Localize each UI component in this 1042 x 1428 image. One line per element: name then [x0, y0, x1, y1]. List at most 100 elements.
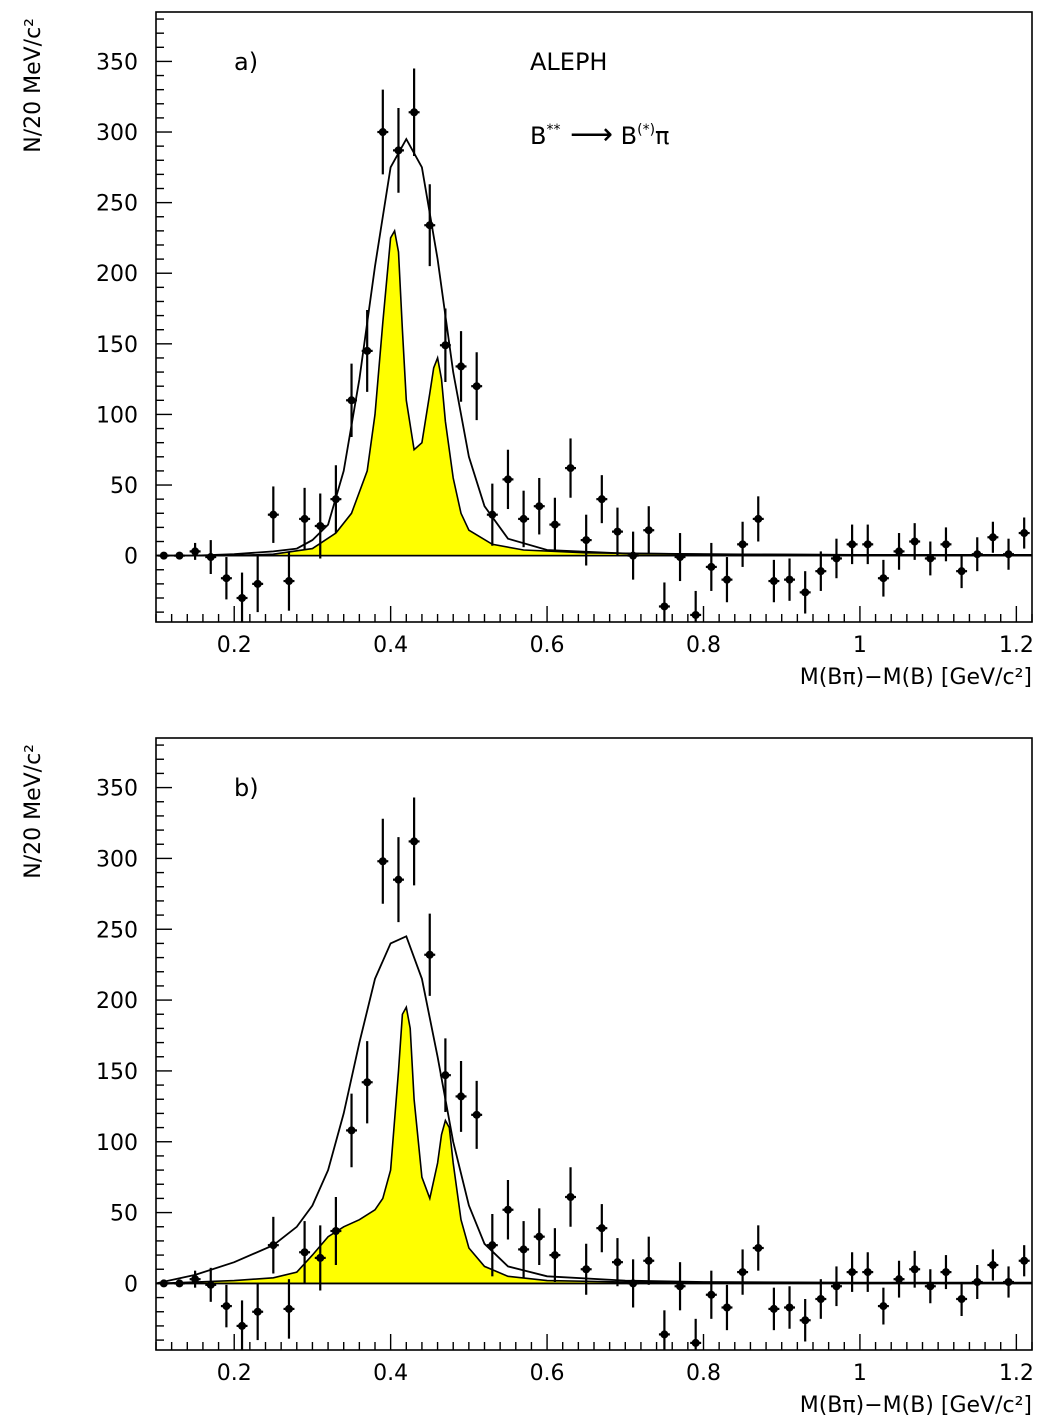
data-point	[611, 507, 623, 556]
marker	[613, 527, 622, 536]
y-tick-label: 100	[96, 1131, 138, 1156]
marker	[707, 562, 716, 571]
data-point	[236, 572, 248, 622]
marker	[863, 540, 872, 549]
data-point	[439, 1038, 451, 1112]
marker	[754, 1244, 763, 1252]
marker	[769, 577, 778, 586]
marker	[629, 551, 638, 560]
data-point	[424, 913, 436, 996]
data-point	[737, 521, 749, 567]
x-tick-label: 0.6	[530, 1361, 565, 1386]
marker	[457, 362, 466, 371]
y-tick-label: 50	[110, 1202, 138, 1227]
data-point	[1003, 1266, 1015, 1298]
y-tick-label: 350	[96, 777, 138, 802]
marker	[676, 1282, 685, 1291]
marker	[582, 1265, 591, 1274]
x-axis-title: M(Bπ)−M(B) [GeV/c²]	[800, 1393, 1032, 1418]
data-point	[643, 1236, 655, 1285]
marker	[691, 610, 700, 619]
data-point	[784, 1286, 796, 1329]
marker	[1020, 1256, 1029, 1265]
data-point	[956, 554, 968, 589]
y-tick-label: 300	[96, 847, 138, 872]
data-point	[471, 352, 483, 421]
marker	[738, 540, 747, 549]
data-point	[283, 1279, 295, 1339]
marker	[613, 1258, 622, 1267]
x-tick-label: 1.2	[999, 1361, 1034, 1386]
y-tick-label: 50	[110, 474, 138, 499]
marker	[722, 575, 731, 584]
data-point	[267, 1216, 279, 1274]
marker	[801, 1316, 810, 1325]
data-point	[236, 1300, 248, 1350]
y-tick-label: 0	[124, 1272, 138, 1297]
data-point	[862, 524, 874, 565]
data-point	[643, 506, 655, 555]
marker	[535, 1232, 544, 1241]
data-point	[580, 1243, 592, 1295]
marker	[175, 551, 184, 560]
data-point	[1018, 1245, 1030, 1277]
data-point	[752, 496, 764, 542]
marker	[1004, 1278, 1013, 1286]
marker	[488, 510, 497, 519]
x-tick-label: 1.2	[999, 633, 1034, 658]
marker	[597, 495, 606, 504]
data-point	[361, 1041, 373, 1124]
data-point	[846, 524, 858, 565]
data-point	[956, 1282, 968, 1316]
marker	[660, 1330, 669, 1339]
marker	[1004, 550, 1013, 559]
marker	[253, 1307, 262, 1316]
y-tick-label: 200	[96, 989, 138, 1014]
data-point	[924, 1269, 936, 1304]
data-point	[267, 486, 279, 543]
data-point	[173, 1279, 185, 1288]
marker	[707, 1290, 716, 1299]
marker	[754, 514, 763, 523]
marker	[832, 554, 841, 563]
marker	[863, 1268, 872, 1277]
data-point	[330, 465, 342, 534]
data-point	[377, 818, 389, 904]
data-point	[346, 1093, 358, 1168]
data-point	[971, 537, 983, 572]
marker	[957, 567, 966, 576]
data-point	[987, 521, 999, 553]
y-tick-label: 150	[96, 333, 138, 358]
marker	[597, 1224, 606, 1233]
data-point	[815, 1279, 827, 1319]
marker	[879, 574, 888, 583]
marker	[816, 1295, 825, 1303]
data-point	[283, 551, 295, 611]
x-tick-label: 1	[853, 1361, 867, 1386]
data-point	[596, 475, 608, 524]
marker	[284, 1304, 293, 1313]
data-point	[987, 1249, 999, 1281]
data-point	[799, 571, 811, 614]
data-point	[658, 582, 670, 622]
x-tick-label: 0.6	[530, 633, 565, 658]
data-point	[424, 184, 436, 267]
marker	[206, 1280, 215, 1289]
marker	[941, 1268, 950, 1277]
data-point	[330, 1197, 342, 1265]
data-point	[909, 523, 921, 560]
marker	[1020, 529, 1029, 538]
x-tick-label: 1	[853, 633, 867, 658]
x-tick-label: 0.8	[686, 1361, 721, 1386]
marker	[363, 1078, 372, 1087]
data-point	[455, 1061, 467, 1132]
marker	[769, 1304, 778, 1313]
y-tick-label: 100	[96, 403, 138, 428]
data-point	[940, 1255, 952, 1290]
data-point	[533, 477, 545, 535]
data-point	[877, 1287, 889, 1325]
marker	[973, 550, 982, 559]
x-tick-label: 0.2	[217, 1361, 252, 1386]
marker	[848, 540, 857, 549]
marker	[472, 1110, 481, 1119]
